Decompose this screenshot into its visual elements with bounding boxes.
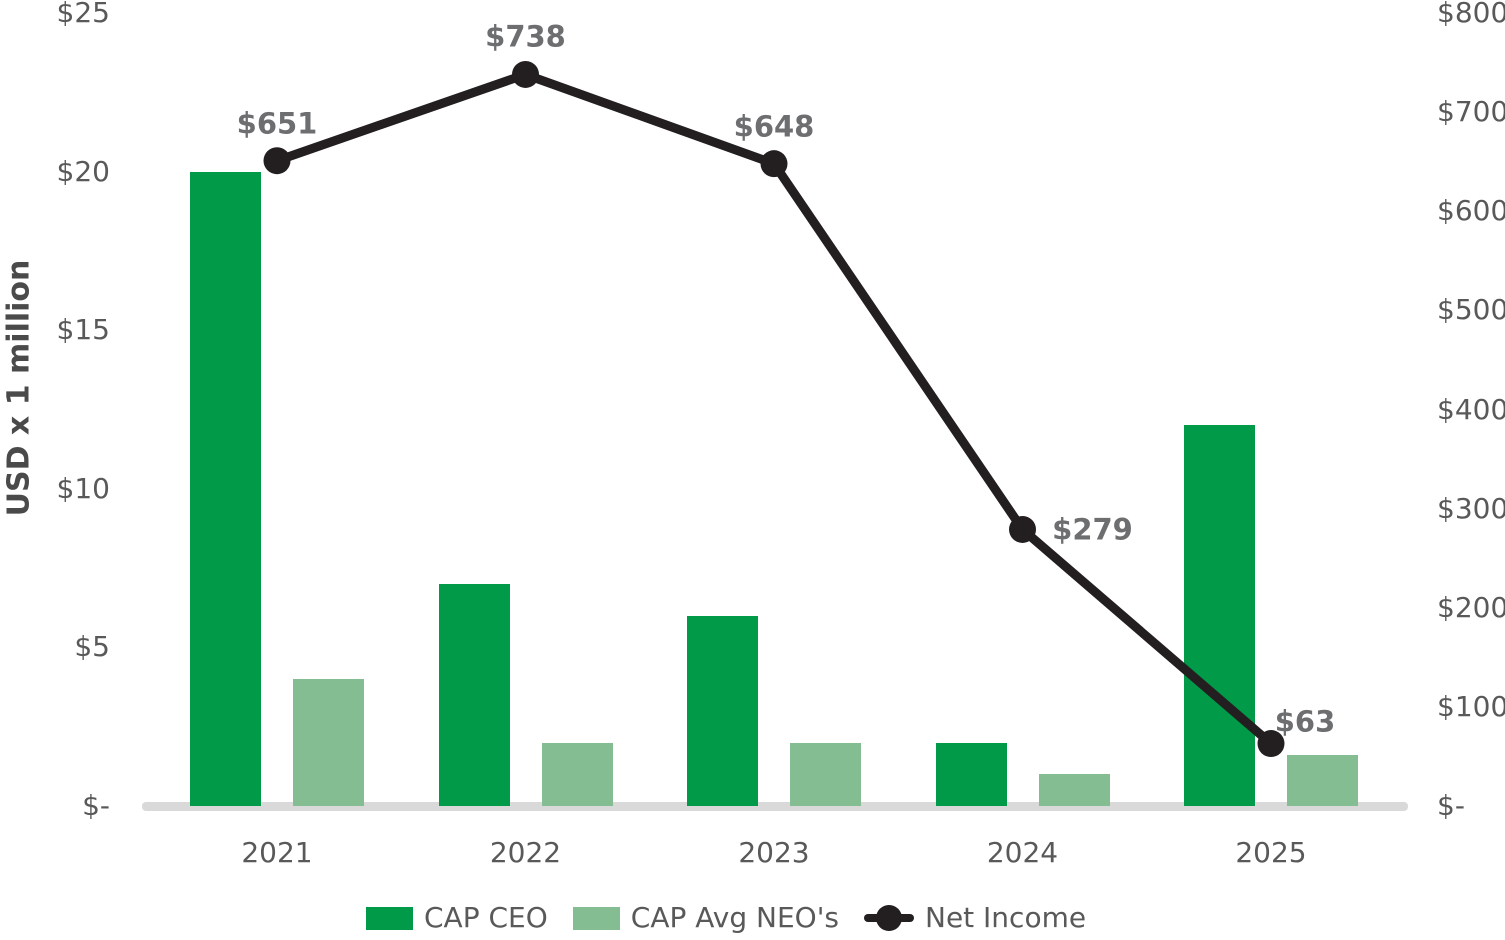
x-axis-label-2021: 2021 xyxy=(241,836,313,869)
legend-swatch-cap-ceo xyxy=(366,906,413,930)
legend-label-cap-ceo: CAP CEO xyxy=(424,901,548,934)
legend-line-dot xyxy=(876,905,902,931)
legend-label-cap-avg-neo-s: CAP Avg NEO's xyxy=(630,901,839,934)
right-axis-tick-800: $800 xyxy=(1437,0,1505,29)
right-axis-tick-200: $200 xyxy=(1437,590,1505,624)
left-axis-tick-25: $25 xyxy=(56,0,110,29)
x-axis-label-2025: 2025 xyxy=(1235,836,1307,869)
bar-cap-ceo-2024 xyxy=(935,742,1007,806)
x-axis-label-2023: 2023 xyxy=(738,836,810,869)
right-axis-tick-500: $500 xyxy=(1437,293,1505,327)
x-axis-line xyxy=(142,802,1408,811)
net-income-point-2025 xyxy=(1257,730,1285,758)
net-income-label-2024: $279 xyxy=(1052,512,1133,547)
right-axis-tick-300: $300 xyxy=(1437,491,1505,525)
right-axis-tick-400: $400 xyxy=(1437,392,1505,426)
bar-cap-avg-neo-s-2021 xyxy=(293,679,364,806)
legend-swatch-cap-avg-neo-s xyxy=(572,906,620,930)
left-axis-tick-: $- xyxy=(82,789,110,822)
legend-label-net-income: Net Income xyxy=(925,901,1087,934)
left-axis-tick-10: $10 xyxy=(56,471,110,505)
bar-cap-avg-neo-s-2025 xyxy=(1287,755,1358,806)
right-axis-tick-100: $100 xyxy=(1437,689,1505,723)
net-income-label-2021: $651 xyxy=(236,106,318,141)
net-income-point-2024 xyxy=(1009,515,1036,543)
net-income-label-2022: $738 xyxy=(485,19,566,54)
legend-item-net-income: Net Income xyxy=(864,904,1086,932)
legend-line-marker-icon xyxy=(864,905,914,931)
net-income-point-2022 xyxy=(512,60,539,88)
bar-cap-ceo-2023 xyxy=(687,615,758,806)
legend-item-cap-avg-neo-s: CAP Avg NEO's xyxy=(572,901,839,934)
x-axis-label-2022: 2022 xyxy=(489,836,562,869)
left-axis-tick-20: $20 xyxy=(56,154,110,188)
bar-cap-avg-neo-s-2023 xyxy=(790,742,861,806)
right-axis-tick-: $- xyxy=(1437,789,1465,822)
right-axis-tick-600: $600 xyxy=(1437,194,1505,228)
net-income-label-2025: $63 xyxy=(1274,704,1336,739)
left-axis-tick-15: $15 xyxy=(56,313,110,347)
bar-cap-avg-neo-s-2022 xyxy=(541,742,613,806)
net-income-point-2021 xyxy=(263,147,291,175)
right-axis-tick-700: $700 xyxy=(1437,95,1505,129)
bar-cap-ceo-2025 xyxy=(1184,425,1255,806)
left-axis-tick-5: $5 xyxy=(74,630,110,664)
legend-item-cap-ceo: CAP CEO xyxy=(366,904,548,932)
bar-cap-ceo-2021 xyxy=(190,171,261,806)
net-income-point-2023 xyxy=(760,150,788,178)
legend: CAP CEO CAP Avg NEO's Net Income xyxy=(366,904,1086,932)
x-axis-label-2024: 2024 xyxy=(986,836,1059,869)
net-income-label-2023: $648 xyxy=(733,109,815,144)
bar-cap-avg-neo-s-2024 xyxy=(1038,774,1110,806)
bar-cap-ceo-2022 xyxy=(438,583,510,806)
